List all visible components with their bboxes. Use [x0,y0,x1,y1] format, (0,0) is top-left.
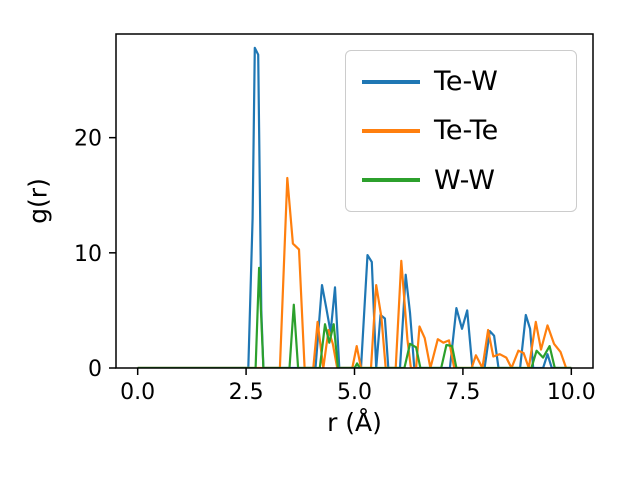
y-tick-label: 10 [74,242,102,267]
x-tick-label: 7.5 [445,380,480,405]
y-tick-label: 0 [88,357,102,382]
x-tick-label: 0.0 [120,380,155,405]
legend-line-sample [362,128,420,133]
legend-item-w-w: W-W [346,167,576,194]
x-axis-label: r (Å) [327,408,382,437]
y-tick-label: 20 [74,127,102,152]
y-axis-label: g(r) [23,178,53,224]
series-line-w-w [137,266,572,368]
legend-label: W-W [434,164,495,196]
x-tick-label: 5.0 [337,380,372,405]
x-tick-label: 10.0 [547,380,596,405]
legend: Te-W Te-Te W-W [345,50,577,212]
plot-border [115,33,594,369]
x-tick-label: 2.5 [229,380,264,405]
legend-line-sample [362,178,420,183]
legend-item-te-te: Te-Te [346,117,576,144]
legend-label: Te-W [434,66,498,98]
legend-line-sample [362,79,420,84]
legend-label: Te-Te [434,115,499,147]
series-line-te-te [137,176,572,368]
legend-item-te-w: Te-W [346,68,576,95]
series-line-te-w [137,46,572,368]
